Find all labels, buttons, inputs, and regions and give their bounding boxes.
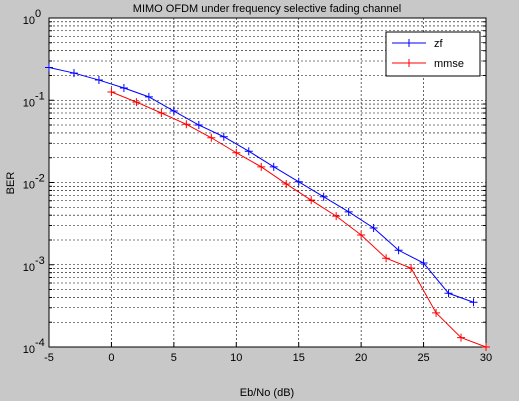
chart-title: MIMO OFDM under frequency selective fadi… [133, 3, 401, 15]
point-marker [219, 132, 228, 141]
x-axis-label: Eb/No (dB) [240, 387, 294, 399]
point-marker [332, 212, 341, 221]
point-marker [257, 162, 266, 171]
point-marker [69, 69, 78, 78]
series-line [111, 91, 487, 348]
legend-label: mmse [434, 58, 464, 70]
x-tick-label: 25 [417, 352, 429, 364]
y-tick-exponent: -1 [35, 90, 45, 102]
point-marker [369, 223, 378, 232]
y-tick-base: 10 [23, 15, 35, 27]
point-marker [457, 333, 466, 342]
point-marker [444, 289, 453, 298]
point-marker [357, 230, 366, 239]
y-tick-base: 10 [23, 262, 35, 274]
point-marker [194, 121, 203, 130]
series-line [48, 67, 474, 303]
x-tick-label: 5 [171, 352, 177, 364]
point-marker [169, 107, 178, 116]
point-marker [107, 87, 116, 96]
legend-marker [405, 59, 413, 67]
point-marker [94, 76, 103, 85]
point-marker [182, 120, 191, 129]
point-marker [307, 196, 316, 205]
y-tick-exponent: 0 [35, 8, 41, 20]
point-marker [157, 108, 166, 117]
axes-box [48, 17, 487, 348]
point-marker [407, 264, 416, 273]
y-tick-base: 10 [23, 180, 35, 192]
x-tick-label: 0 [108, 352, 114, 364]
legend-marker [405, 39, 413, 47]
x-tick-label: 15 [293, 352, 305, 364]
point-marker [344, 207, 353, 216]
x-tick-label: 30 [480, 352, 492, 364]
point-marker [294, 177, 303, 186]
x-tick-label: 10 [230, 352, 242, 364]
y-tick-exponent: -4 [35, 337, 45, 349]
legend-label: zf [434, 38, 444, 50]
point-marker [244, 147, 253, 156]
point-marker [282, 179, 291, 188]
y-tick-exponent: -3 [35, 255, 45, 267]
point-marker [394, 246, 403, 255]
point-marker [432, 308, 441, 317]
point-marker [269, 162, 278, 171]
point-marker [319, 192, 328, 201]
y-tick-base: 10 [23, 97, 35, 109]
y-axis-label: BER [5, 172, 17, 195]
point-marker [419, 259, 428, 268]
point-marker [119, 83, 128, 92]
point-marker [382, 254, 391, 263]
legend-box [385, 31, 481, 77]
x-tick-label: -5 [44, 352, 54, 364]
point-marker [469, 298, 478, 307]
point-marker [232, 148, 241, 157]
point-marker [207, 133, 216, 142]
x-tick-label: 20 [355, 352, 367, 364]
point-marker [144, 92, 153, 101]
point-marker [482, 343, 490, 351]
y-tick-base: 10 [23, 344, 35, 356]
point-marker [45, 63, 53, 72]
point-marker [132, 98, 141, 107]
y-tick-exponent: -2 [35, 173, 45, 185]
